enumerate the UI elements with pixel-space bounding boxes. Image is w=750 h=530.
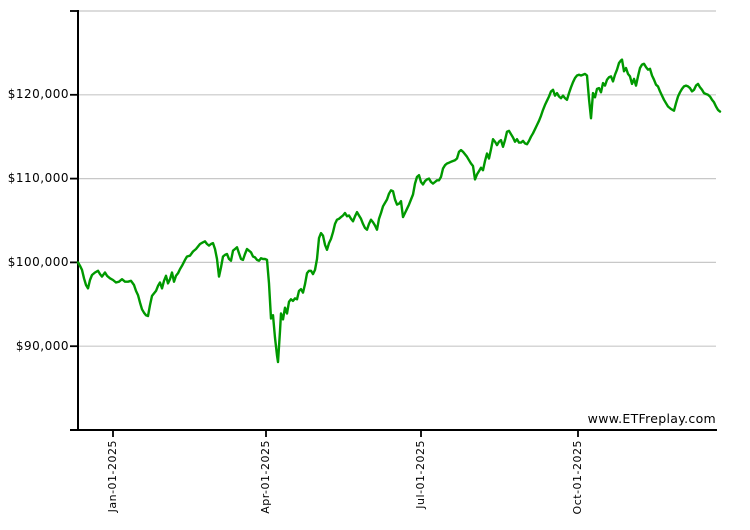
y-axis-tick-label: $100,000	[7, 255, 69, 269]
x-axis-tick-label: Oct-01-2025	[571, 440, 584, 515]
x-axis-tick-label: Apr-01-2025	[259, 440, 272, 514]
x-axis-tick-label: Jan-01-2025	[106, 440, 119, 513]
etfreplay-watermark: www.ETFreplay.com	[587, 411, 716, 426]
y-axis-tick-label: $120,000	[7, 87, 69, 101]
y-axis-tick-label: $110,000	[7, 171, 69, 185]
y-axis-tick-label: $90,000	[15, 339, 69, 353]
price-series-line	[76, 58, 722, 364]
x-axis-tick-label: Jul-01-2025	[414, 440, 427, 509]
